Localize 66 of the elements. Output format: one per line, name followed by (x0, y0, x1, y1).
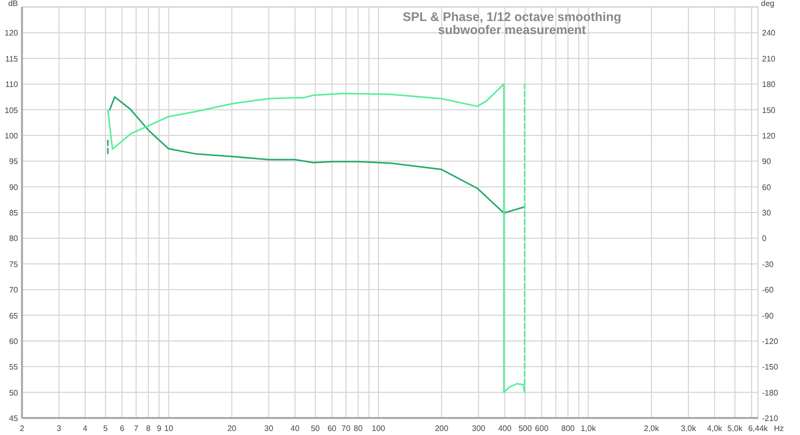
y-tick-label: 120 (4, 28, 19, 38)
y2-tick-label: -30 (762, 260, 774, 269)
x-tick-label: 6,44k (748, 424, 769, 433)
y-tick-label: 75 (9, 260, 19, 269)
y-tick-label: 45 (9, 414, 19, 423)
x-tick-label: 3,0k (680, 424, 697, 433)
x-axis-title: Hz (774, 424, 784, 433)
x-tick-label: 100 (372, 424, 386, 433)
x-tick-label: 7 (134, 424, 139, 433)
x-tick-label: 50 (310, 424, 320, 433)
y2-tick-label: 90 (762, 157, 772, 166)
y2-tick-label: 60 (762, 182, 772, 192)
x-tick-label: 3 (56, 424, 62, 433)
x-tick-label: 10 (164, 424, 174, 433)
x-tick-label: 200 (434, 424, 449, 433)
y2-tick-label: 150 (762, 106, 776, 115)
x-tick-label: 500 (518, 424, 532, 433)
y-tick-label: 60 (9, 336, 19, 346)
y2-tick-label: 120 (762, 131, 776, 140)
y2-tick-label: 240 (762, 28, 776, 38)
y-tick-label: 90 (9, 182, 19, 192)
y2-tick-label: -150 (762, 362, 779, 372)
x-tick-label: 40 (290, 424, 300, 433)
x-tick-label: 60 (327, 424, 337, 433)
x-tick-label: 9 (156, 424, 162, 433)
x-tick-label: 5,0k (727, 424, 744, 433)
y-axis-title: dB (8, 0, 18, 8)
x-tick-label: 4 (82, 424, 88, 433)
y-tick-label: 85 (9, 208, 19, 218)
y2-tick-label: -120 (762, 336, 779, 346)
x-tick-label: 1,0k (580, 424, 597, 433)
y-tick-label: 105 (4, 106, 19, 115)
x-tick-label: 80 (354, 424, 364, 433)
y-tick-label: 70 (9, 286, 19, 295)
x-tick-label: 800 (561, 424, 576, 433)
x-tick-label: 5 (103, 424, 108, 433)
x-tick-label: 8 (146, 424, 152, 433)
y2-tick-label: -90 (762, 311, 774, 320)
y-tick-label: 55 (9, 362, 19, 372)
x-tick-label: 600 (535, 424, 549, 433)
y2-tick-label: 210 (762, 54, 776, 64)
x-tick-label: 6 (120, 424, 125, 433)
x-tick-label: 2 (20, 424, 25, 433)
x-tick-label: 30 (264, 424, 274, 433)
y-tick-label: 100 (4, 131, 19, 140)
x-tick-label: 400 (498, 424, 512, 433)
y2-tick-label: -210 (762, 414, 779, 423)
y2-tick-label: 180 (762, 80, 776, 90)
x-tick-label: 2,0k (644, 424, 660, 433)
y-tick-label: 50 (9, 388, 19, 398)
y-tick-label: 65 (9, 311, 19, 320)
y2-tick-label: 30 (762, 208, 772, 218)
y2-tick-label: -180 (762, 388, 779, 398)
x-tick-label: 4,0k (707, 424, 724, 433)
y-tick-label: 110 (5, 80, 19, 90)
y-tick-label: 95 (9, 157, 19, 166)
x-tick-label: 300 (472, 424, 486, 433)
y-tick-label: 80 (9, 234, 19, 244)
x-tick-label: 70 (342, 424, 351, 433)
x-tick-label: 20 (227, 424, 237, 433)
chart-title: SPL & Phase, 1/12 octave smoothing (402, 10, 622, 24)
y2-tick-label: -60 (762, 286, 774, 295)
y2-tick-label: 0 (762, 234, 767, 244)
text: subwoofer measurement (438, 23, 587, 37)
y2-axis-title: deg (761, 0, 774, 8)
y-tick-label: 115 (5, 54, 19, 64)
